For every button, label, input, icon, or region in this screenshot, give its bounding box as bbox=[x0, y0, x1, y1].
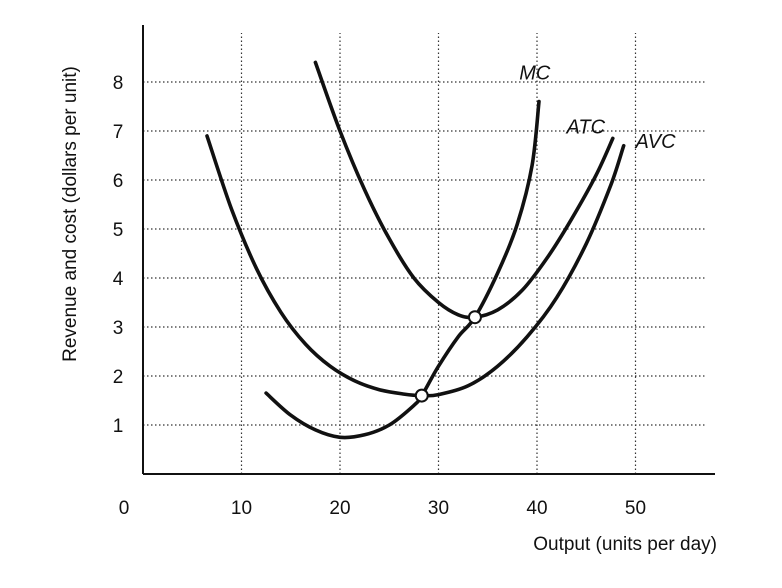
y-axis-title: Revenue and cost (dollars per unit) bbox=[60, 66, 81, 362]
series-curves bbox=[205, 60, 626, 440]
curve-label-avc: AVC bbox=[635, 131, 677, 153]
curve-labels: MC ATC AVC bbox=[519, 63, 676, 154]
curve-label-mc: MC bbox=[519, 63, 551, 85]
y-tick-label: 2 bbox=[113, 367, 124, 388]
y-tick-label: 5 bbox=[113, 220, 124, 241]
x-tick-label: 40 bbox=[526, 498, 547, 519]
avc-curve bbox=[205, 134, 626, 398]
y-tick-label: 1 bbox=[113, 416, 124, 437]
tick-labels: 1 2 3 4 5 6 7 8 0 10 20 30 40 50 bbox=[113, 73, 646, 519]
x-tick-label: 0 bbox=[119, 498, 130, 519]
gridlines bbox=[143, 33, 705, 474]
x-tick-label: 30 bbox=[428, 498, 449, 519]
y-tick-label: 4 bbox=[113, 269, 124, 290]
y-tick-label: 8 bbox=[113, 73, 124, 94]
x-tick-label: 10 bbox=[231, 498, 252, 519]
axes bbox=[142, 25, 715, 475]
y-tick-label: 7 bbox=[113, 122, 124, 143]
intersection-point bbox=[467, 310, 482, 325]
curve-label-atc: ATC bbox=[566, 116, 606, 138]
intersection-point bbox=[414, 388, 429, 403]
x-tick-label: 50 bbox=[625, 498, 646, 519]
intersection-markers bbox=[414, 310, 482, 403]
y-tick-label: 3 bbox=[113, 318, 124, 339]
mc-curve bbox=[264, 99, 541, 440]
x-axis-title: Output (units per day) bbox=[533, 534, 717, 555]
x-tick-label: 20 bbox=[329, 498, 350, 519]
y-tick-label: 6 bbox=[113, 171, 124, 192]
atc-curve bbox=[313, 60, 615, 320]
